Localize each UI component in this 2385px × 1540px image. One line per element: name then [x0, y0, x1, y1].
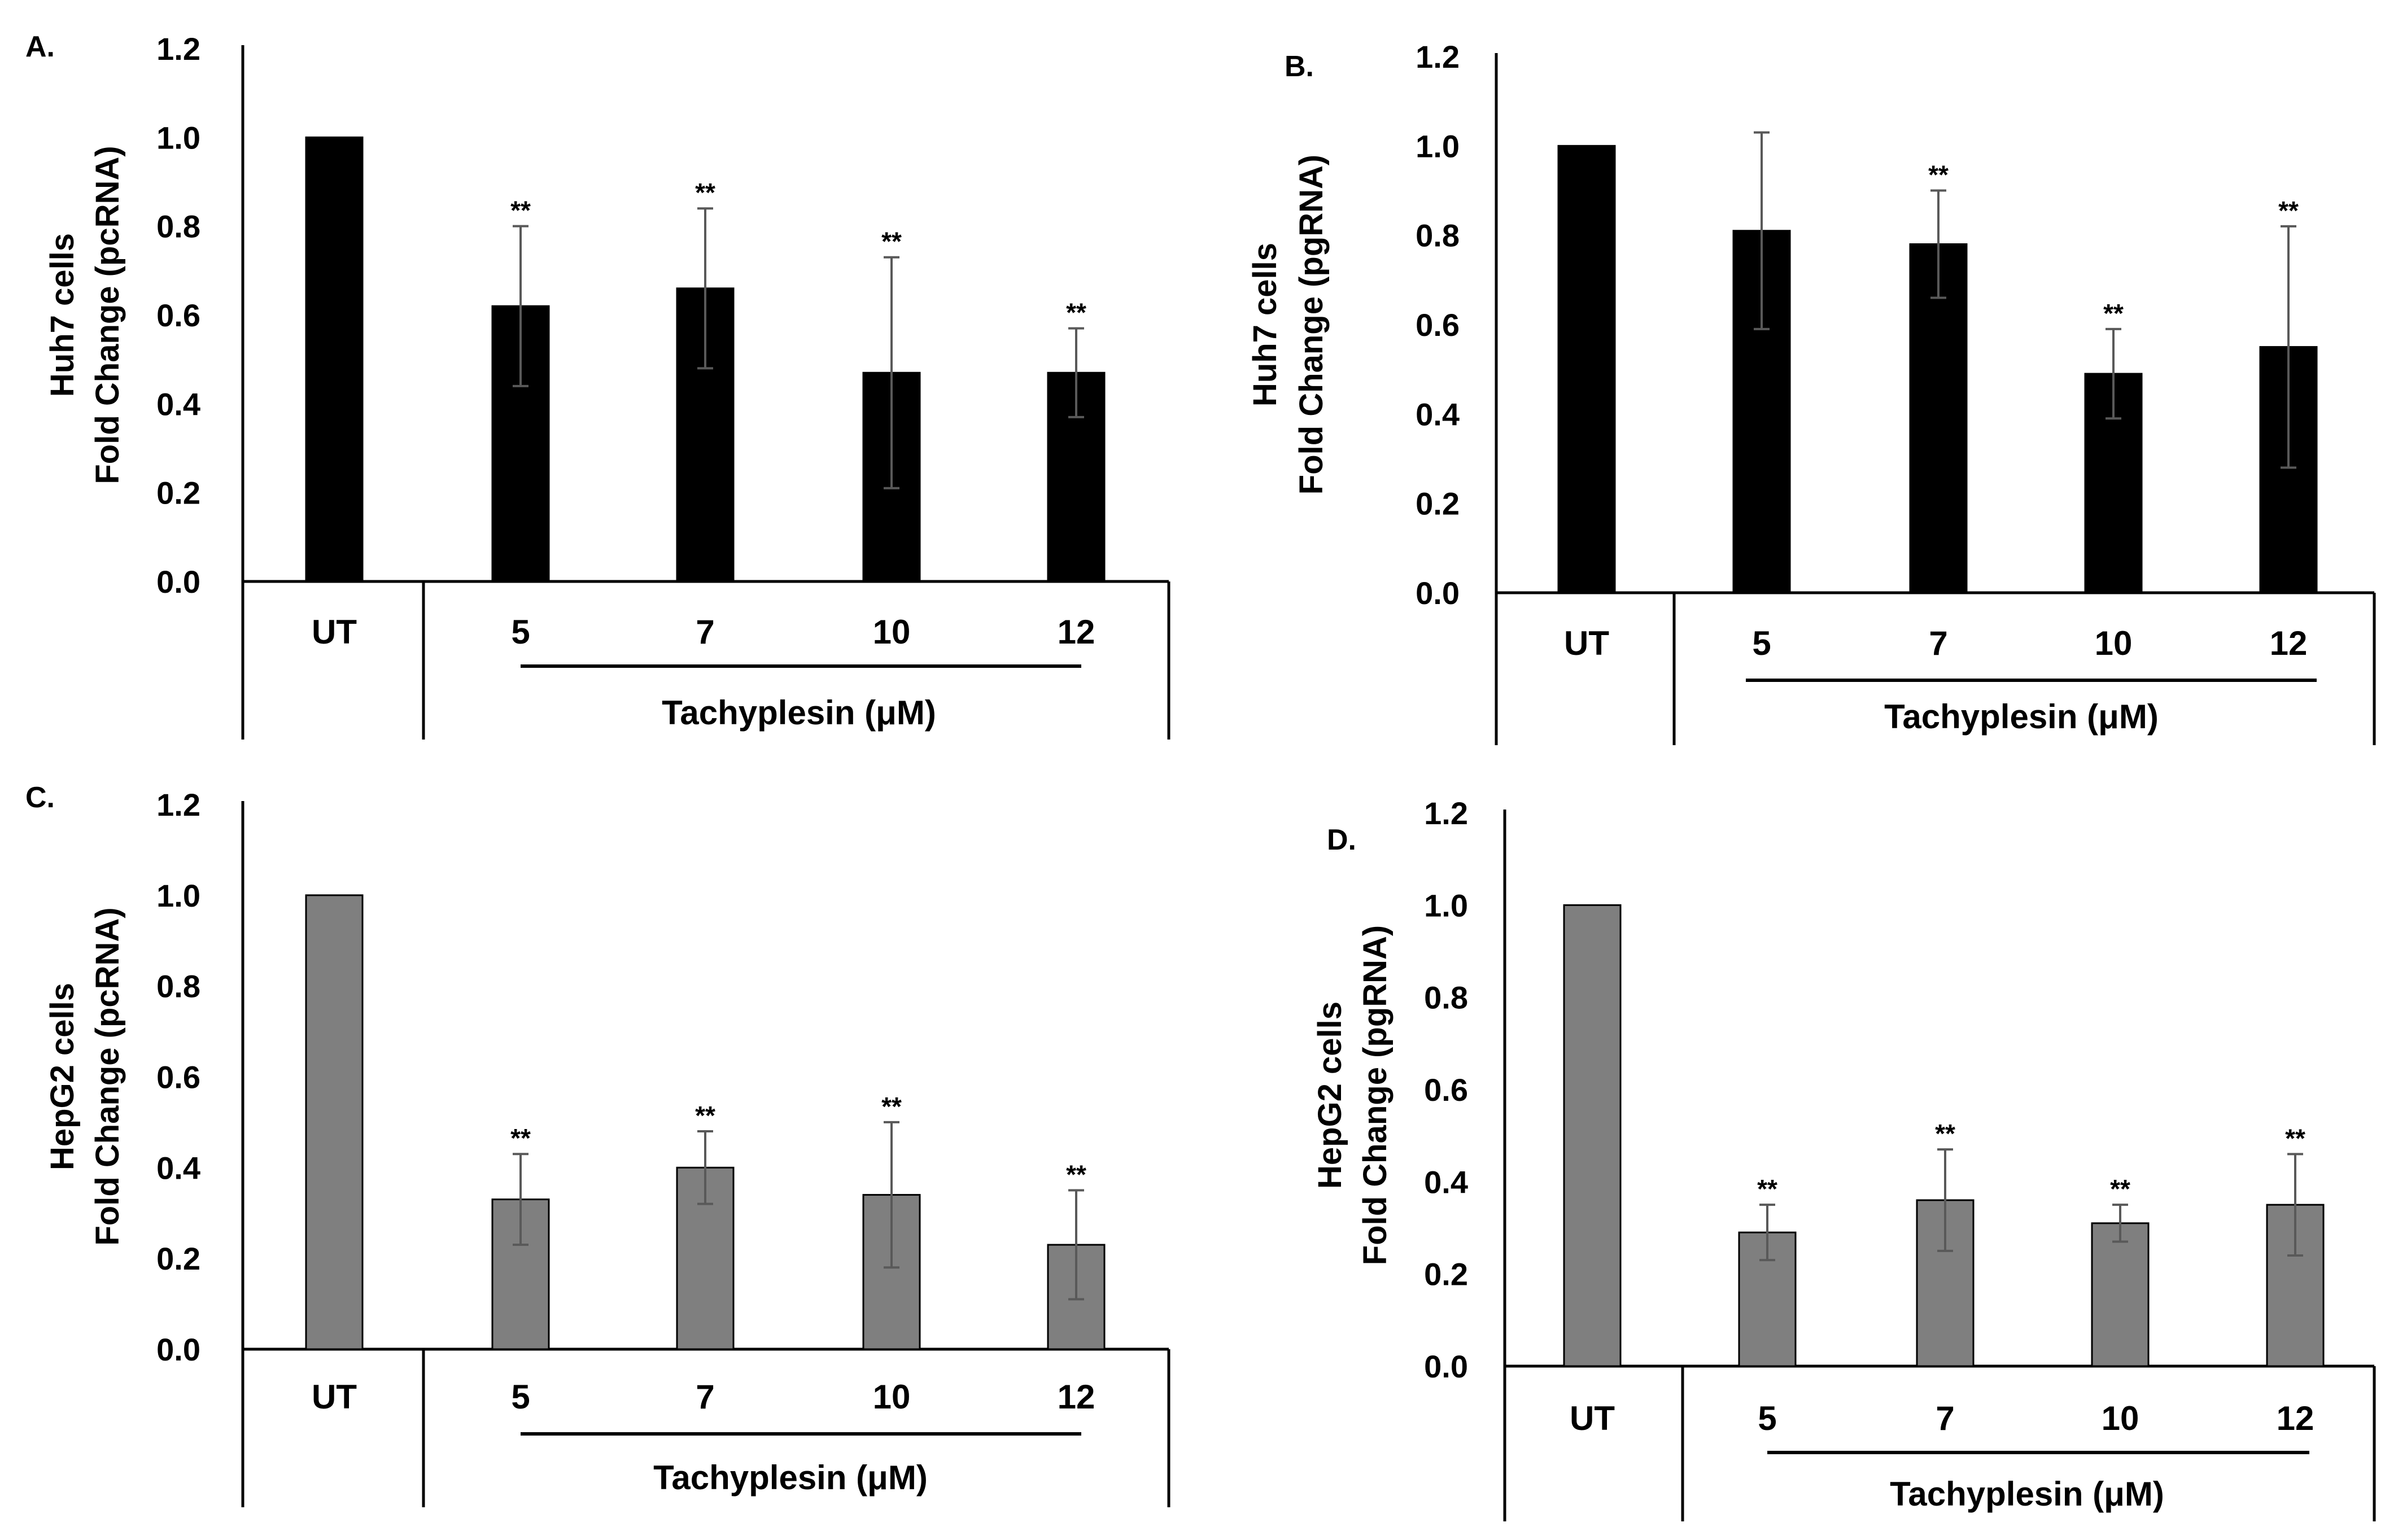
y-tick-label: 0.0 [1416, 575, 1460, 611]
y-tick-label: 0.6 [1416, 307, 1460, 343]
y-tick-label: 0.4 [156, 386, 200, 422]
y-tick-label: 0.0 [156, 1332, 200, 1367]
category-label: UT [1570, 1399, 1615, 1437]
y-tick-label: 1.0 [156, 878, 200, 913]
significance-mark: ** [695, 1101, 715, 1130]
x-group-label: Tachyplesin (μM) [1884, 698, 2159, 736]
y-axis-label-line1: HepG2 cells [1312, 1001, 1348, 1189]
y-tick-label: 0.0 [1424, 1349, 1468, 1384]
y-tick-label: 0.2 [1416, 486, 1460, 522]
significance-mark: ** [2103, 299, 2124, 328]
category-label: 7 [696, 1378, 714, 1416]
category-label: 10 [873, 1378, 911, 1416]
x-group-label: Tachyplesin (μM) [653, 1459, 928, 1497]
significance-mark: ** [510, 1123, 531, 1153]
y-axis-label-line1: Huh7 cells [1247, 243, 1283, 406]
category-label: 12 [1058, 613, 1095, 651]
significance-mark: ** [2285, 1123, 2305, 1153]
category-label: 10 [873, 613, 911, 651]
y-tick-label: 1.2 [156, 787, 200, 823]
category-label: UT [312, 1378, 357, 1416]
y-tick-label: 0.8 [1424, 980, 1468, 1016]
bar [1563, 904, 1622, 1367]
significance-mark: ** [1066, 298, 1086, 327]
y-tick-label: 1.2 [1424, 795, 1468, 831]
bar [305, 894, 364, 1350]
significance-mark: ** [2278, 196, 2299, 225]
y-tick-label: 0.6 [156, 298, 200, 333]
category-label: 7 [1929, 624, 1947, 662]
y-tick-label: 0.4 [156, 1150, 200, 1185]
significance-mark: ** [1935, 1119, 1955, 1148]
category-label: 10 [2102, 1399, 2139, 1437]
panel-letter: C. [25, 781, 55, 814]
y-axis-label-line2: Fold Change (pgRNA) [1293, 155, 1330, 495]
panel-letter: D. [1327, 824, 1356, 856]
category-label: 12 [2277, 1399, 2314, 1437]
category-label: 10 [2095, 624, 2133, 662]
significance-mark: ** [510, 196, 531, 225]
panel-letter: A. [25, 30, 55, 63]
y-tick-label: 0.6 [1424, 1072, 1468, 1108]
y-tick-label: 0.2 [156, 1241, 200, 1276]
y-tick-label: 1.2 [156, 31, 200, 67]
significance-mark: ** [2110, 1174, 2130, 1204]
y-tick-label: 1.0 [1424, 887, 1468, 923]
y-axis-label-line1: HepG2 cells [44, 983, 81, 1170]
significance-mark: ** [881, 227, 902, 256]
y-axis-label-line2: Fold Change (pcRNA) [89, 146, 126, 484]
category-label: UT [1564, 624, 1609, 662]
category-label: UT [312, 613, 357, 651]
y-tick-label: 0.0 [156, 564, 200, 600]
bar [1909, 243, 1968, 594]
category-label: 7 [1936, 1399, 1954, 1437]
significance-mark: ** [695, 178, 715, 207]
y-axis-label-line1: Huh7 cells [44, 233, 81, 397]
significance-mark: ** [881, 1092, 902, 1121]
significance-mark: ** [1066, 1160, 1086, 1189]
y-tick-label: 1.2 [1416, 39, 1460, 75]
panel-letter: B. [1285, 50, 1314, 83]
y-axis-label-line2: Fold Change (pcRNA) [89, 907, 126, 1245]
category-label: 7 [696, 613, 714, 651]
bar [305, 136, 364, 583]
category-label: 12 [1058, 1378, 1095, 1416]
category-label: 5 [511, 613, 530, 651]
y-tick-label: 0.8 [1416, 218, 1460, 253]
y-axis-label-line2: Fold Change (pgRNA) [1357, 925, 1394, 1265]
y-tick-label: 0.2 [1424, 1257, 1468, 1292]
bar [2091, 1222, 2150, 1367]
y-tick-label: 0.8 [156, 209, 200, 244]
y-tick-label: 0.2 [156, 475, 200, 511]
y-tick-label: 0.4 [1416, 396, 1460, 432]
y-tick-label: 0.4 [1424, 1164, 1468, 1200]
y-tick-label: 0.6 [156, 1060, 200, 1095]
x-group-label: Tachyplesin (μM) [662, 694, 936, 732]
significance-mark: ** [1928, 160, 1949, 190]
significance-mark: ** [1757, 1174, 1777, 1204]
bar [1557, 145, 1616, 594]
category-label: 12 [2270, 624, 2308, 662]
category-label: 5 [511, 1378, 530, 1416]
x-group-label: Tachyplesin (μM) [1890, 1475, 2164, 1513]
y-tick-label: 0.8 [156, 969, 200, 1004]
category-label: 5 [1758, 1399, 1776, 1437]
y-tick-label: 1.0 [156, 120, 200, 155]
y-tick-label: 1.0 [1416, 128, 1460, 164]
category-label: 5 [1752, 624, 1771, 662]
